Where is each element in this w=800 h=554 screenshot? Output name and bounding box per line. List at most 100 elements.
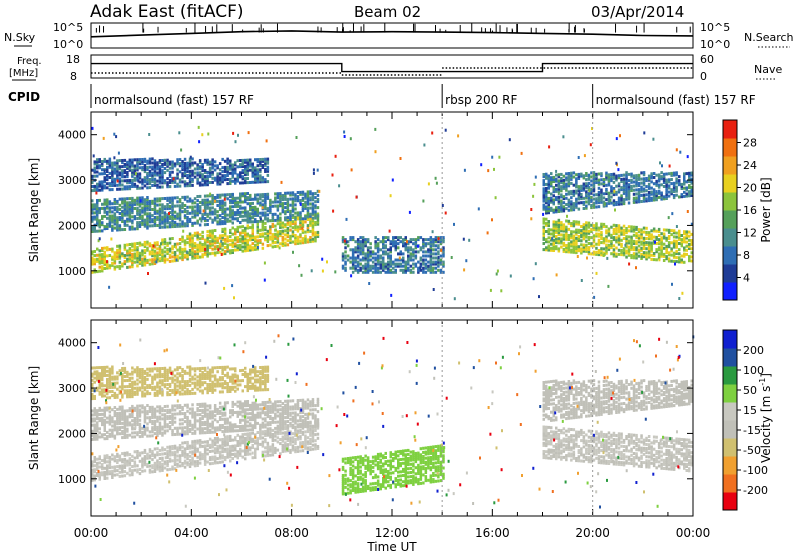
- data-cell: [652, 182, 656, 186]
- data-cell: [259, 201, 262, 205]
- data-cell: [678, 252, 681, 256]
- data-cell: [246, 232, 249, 236]
- data-cell: [93, 250, 96, 253]
- data-cell: [126, 179, 129, 183]
- data-cell: [211, 233, 214, 237]
- data-cell: [622, 253, 626, 257]
- data-cell: [183, 239, 187, 243]
- data-cell: [672, 190, 676, 193]
- data-cell: [196, 459, 199, 463]
- data-cell: [196, 181, 199, 185]
- data-cell: [171, 447, 174, 451]
- data-cell: [585, 182, 588, 186]
- data-cell: [399, 236, 402, 240]
- data-cell: [244, 198, 247, 202]
- data-cell: [261, 444, 265, 448]
- data-cell: [244, 210, 247, 214]
- data-cell: [161, 221, 164, 225]
- date-label: 03/Apr/2014: [591, 3, 684, 21]
- data-cell: [211, 235, 214, 239]
- data-cell: [146, 174, 149, 177]
- data-cell: [239, 200, 242, 204]
- data-cell: [432, 260, 435, 264]
- data-cell: [226, 178, 229, 181]
- data-cell: [615, 246, 618, 250]
- data-cell: [409, 254, 413, 258]
- data-cell: [615, 201, 618, 204]
- data-cell: [652, 254, 656, 257]
- data-cell: [654, 240, 656, 244]
- data-cell: [294, 217, 297, 221]
- data-cell: [198, 161, 202, 165]
- data-cell: [572, 250, 576, 254]
- data-cell: [675, 245, 678, 249]
- data-cell: [627, 193, 631, 197]
- data-cell: [678, 248, 681, 252]
- data-cell: [116, 179, 119, 183]
- data-cell: [96, 467, 99, 471]
- data-cell: [612, 176, 616, 180]
- data-cell: [304, 240, 307, 244]
- data-cell: [121, 213, 124, 217]
- data-cell: [213, 176, 217, 180]
- data-cell: [181, 168, 184, 172]
- data-cell: [562, 237, 566, 241]
- data-cell: [98, 166, 101, 170]
- data-cell: [557, 189, 561, 193]
- data-cell: [271, 200, 275, 204]
- data-cell: [208, 162, 212, 166]
- data-cell: [409, 252, 413, 256]
- data-cell: [101, 229, 104, 233]
- data-cell: [612, 230, 616, 233]
- data-cell: [620, 188, 623, 192]
- data-cell: [158, 257, 162, 261]
- data-cell: [176, 254, 179, 258]
- data-cell: [201, 167, 204, 171]
- data-cell: [259, 160, 262, 163]
- data-cell: [274, 430, 277, 434]
- data-cell: [264, 201, 267, 205]
- data-cell: [226, 171, 229, 175]
- data-cell: [234, 230, 237, 234]
- cpid-label: CPID: [8, 90, 40, 104]
- data-cell: [229, 180, 232, 183]
- data-cell: [178, 464, 182, 468]
- noise-panel-frame: [90, 22, 694, 49]
- data-cell: [376, 250, 380, 254]
- data-cell: [690, 173, 693, 177]
- data-cell: [565, 184, 568, 188]
- data-cell: [612, 174, 616, 178]
- data-cell: [183, 210, 187, 214]
- data-cell: [101, 172, 104, 176]
- data-cell: [397, 238, 400, 242]
- data-cell: [635, 192, 638, 196]
- data-cell: [208, 235, 212, 239]
- data-cell: [389, 240, 392, 244]
- data-cell: [364, 268, 367, 272]
- data-cell: [284, 212, 287, 216]
- data-cell: [301, 239, 305, 243]
- data-cell: [213, 199, 216, 203]
- data-cell: [178, 218, 182, 222]
- data-cell: [201, 183, 204, 187]
- data-cell: [304, 220, 307, 224]
- data-cell: [133, 166, 137, 170]
- data-cell: [151, 254, 154, 258]
- data-cell: [121, 466, 124, 470]
- data-cell: [173, 162, 177, 166]
- data-cell: [299, 225, 302, 229]
- data-cell: [632, 252, 636, 256]
- data-cell: [113, 163, 117, 167]
- data-cell: [547, 246, 550, 250]
- data-cell: [216, 166, 219, 170]
- data-cell: [545, 240, 548, 244]
- data-cell: [605, 175, 608, 179]
- data-cell: [208, 246, 212, 249]
- data-cell: [542, 231, 545, 235]
- data-cell: [560, 239, 563, 243]
- data-cell: [211, 443, 214, 447]
- data-cell: [301, 217, 305, 221]
- data-cell: [246, 168, 249, 172]
- data-cell: [269, 211, 272, 215]
- data-cell: [442, 264, 445, 268]
